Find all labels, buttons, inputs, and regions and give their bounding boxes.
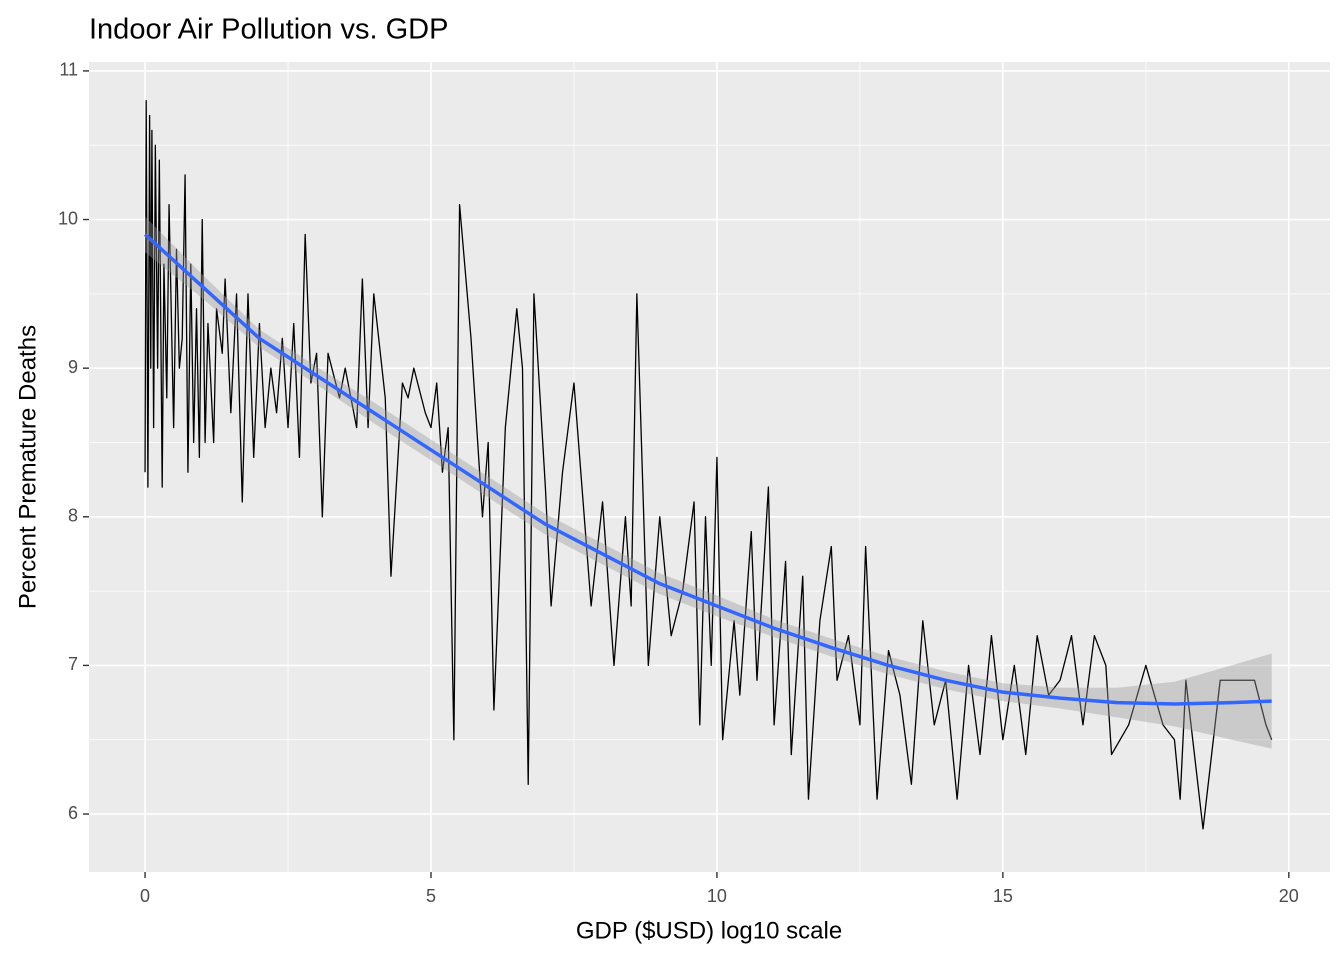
y-tick-label: 11 — [59, 60, 78, 80]
y-tick-label: 8 — [68, 506, 78, 526]
x-tick-label: 15 — [993, 886, 1013, 906]
x-tick-label: 10 — [707, 886, 727, 906]
x-tick-label: 0 — [140, 886, 150, 906]
y-axis-label: Percent Premature Deaths — [14, 325, 41, 609]
y-tick-label: 9 — [68, 357, 78, 377]
y-tick-label: 7 — [68, 654, 78, 674]
y-tick-label: 10 — [58, 208, 78, 228]
panel — [89, 62, 1330, 872]
x-axis-label: GDP ($USD) log10 scale — [576, 917, 842, 944]
data-line — [144, 99, 1273, 830]
x-tick-label: 20 — [1279, 886, 1299, 906]
smooth-line — [143, 233, 1272, 706]
y-tick-label: 6 — [68, 803, 78, 823]
chart-title: Indoor Air Pollution vs. GDP — [89, 14, 448, 46]
x-tick-label: 5 — [426, 886, 436, 906]
confidence-band — [145, 216, 1272, 749]
